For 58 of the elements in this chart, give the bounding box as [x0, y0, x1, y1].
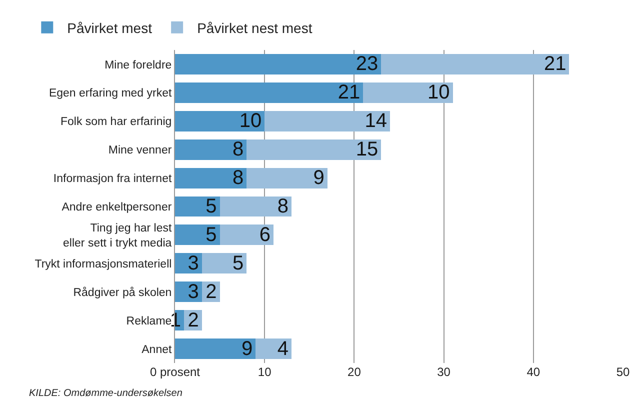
y-tick-label: Reklame [126, 315, 172, 328]
data-label: 2 [206, 280, 217, 303]
y-tick-label: Annet [142, 344, 172, 356]
data-label: 5 [206, 224, 217, 246]
y-tick-label: Mine foreldre [104, 59, 172, 72]
text: KILDE: Omdømme-undersøkelsen [29, 388, 183, 399]
legend-label: Påvirket nest mest [197, 20, 312, 36]
y-tick-label: Andre enkeltpersoner [62, 202, 172, 214]
bar [220, 224, 274, 246]
x-tick-label: 20 [348, 365, 362, 379]
y-tick-label: Ting jeg har lest eller sett i trykt media [63, 222, 172, 250]
bar [175, 338, 256, 360]
data-label: 23 [356, 53, 378, 76]
y-tick-label: Informasjon fra internet [53, 173, 172, 186]
bar [256, 338, 292, 360]
bar [175, 110, 265, 132]
bar [175, 168, 247, 188]
data-label: 14 [364, 110, 388, 132]
data-label: 8 [277, 196, 288, 218]
x-tick-label: 10 [258, 365, 272, 379]
bar [202, 253, 247, 274]
data-label: 9 [313, 167, 324, 190]
data-label: 21 [338, 82, 360, 104]
data-label: 6 [259, 224, 271, 246]
data-label: 3 [188, 252, 199, 274]
bar [363, 82, 453, 103]
bar [175, 54, 382, 74]
bar [175, 139, 247, 160]
bar [246, 139, 382, 160]
bar [175, 224, 220, 246]
y-tick-label: Trykt informasjonsmateriell [34, 258, 172, 270]
data-label: 15 [356, 138, 378, 161]
y-tick-label: Mine venner [108, 144, 172, 157]
bar [220, 196, 292, 217]
data-label: 5 [232, 252, 244, 274]
y-tick-label: Rådgiver på skolen [73, 286, 172, 299]
x-tick-label: 40 [526, 365, 540, 379]
data-label: 2 [188, 309, 199, 332]
data-label: 5 [206, 196, 217, 218]
data-label: 9 [242, 338, 253, 360]
data-label: 10 [428, 82, 450, 104]
data-label: 4 [277, 338, 288, 360]
bar [246, 168, 328, 188]
y-tick-label: Folk som har erfarinig [60, 116, 172, 128]
bar [381, 54, 570, 74]
y-tick-label: Egen erfaring med yrket [48, 88, 172, 100]
bar [175, 196, 220, 217]
data-label: 10 [239, 110, 262, 132]
bar [175, 82, 364, 103]
x-tick-label: 50 [616, 365, 630, 379]
data-label: 8 [232, 167, 244, 190]
data-label: 3 [188, 280, 199, 303]
data-label: 8 [232, 138, 244, 161]
bar [264, 110, 390, 132]
legend-label: Påvirket mest [67, 20, 152, 36]
x-tick-label: 0 prosent [150, 365, 201, 379]
data-label: 21 [544, 53, 566, 76]
x-tick-label: 30 [437, 365, 451, 379]
